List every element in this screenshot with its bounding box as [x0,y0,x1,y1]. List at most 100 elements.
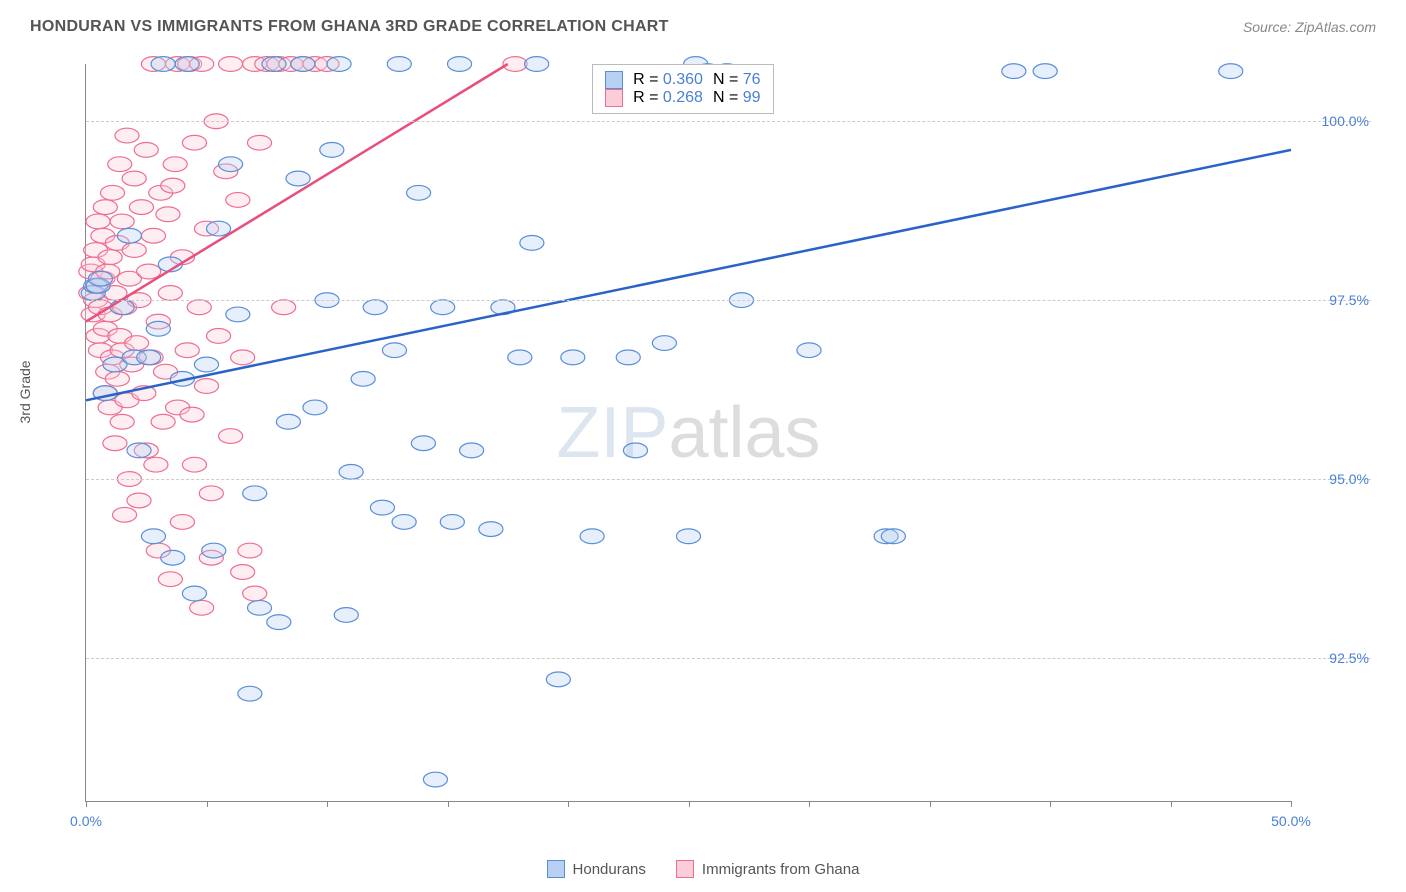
data-point [129,200,153,215]
legend-swatch [547,860,565,878]
data-point [182,135,206,150]
data-point [1219,64,1243,79]
stats-row: R = 0.360 N = 76 [605,71,760,89]
x-tick [1291,801,1292,807]
x-tick [448,801,449,807]
data-point [363,300,387,315]
data-point [243,486,267,501]
data-point [797,343,821,358]
x-tick [930,801,931,807]
x-tick-label: 50.0% [1271,813,1311,829]
data-point [194,379,218,394]
data-point [525,57,549,72]
data-point [320,142,344,157]
data-point [146,321,170,336]
y-tick-label: 92.5% [1329,650,1369,666]
x-tick [1171,801,1172,807]
x-tick [327,801,328,807]
data-point [88,271,112,286]
trend-line [86,150,1291,400]
n-label: N = 76 [713,71,761,89]
data-point [161,178,185,193]
data-point [93,200,117,215]
data-point [440,515,464,530]
data-point [623,443,647,458]
data-point [207,221,231,236]
data-point [231,350,255,365]
y-tick-label: 100.0% [1322,113,1369,129]
data-point [115,128,139,143]
data-point [423,772,447,787]
r-label: R = 0.360 [633,71,703,89]
data-point [103,436,127,451]
x-tick [568,801,569,807]
data-point [127,493,151,508]
data-point [127,443,151,458]
data-point [122,243,146,258]
data-point [370,500,394,515]
grid-line [86,658,1371,659]
legend-label: Immigrants from Ghana [702,861,860,878]
data-point [276,414,300,429]
grid-line [86,300,1371,301]
data-point [180,407,204,422]
legend-item: Immigrants from Ghana [676,860,860,878]
plot-area: ZIPatlas R = 0.360N = 76R = 0.268N = 99 … [85,64,1291,802]
legend-item: Hondurans [547,860,646,878]
data-point [144,457,168,472]
data-point [267,615,291,630]
data-point [226,307,250,322]
data-point [411,436,435,451]
data-point [652,336,676,351]
data-point [163,157,187,172]
data-point [151,57,175,72]
data-point [194,357,218,372]
data-point [243,586,267,601]
data-point [158,572,182,587]
data-point [272,300,296,315]
data-point [286,171,310,186]
data-point [110,214,134,229]
data-point [238,686,262,701]
data-point [182,586,206,601]
data-point [1033,64,1057,79]
data-point [219,429,243,444]
data-point [616,350,640,365]
y-axis-label: 3rd Grade [17,360,33,423]
data-point [580,529,604,544]
data-point [291,57,315,72]
x-tick [1050,801,1051,807]
data-point [141,529,165,544]
data-point [448,57,472,72]
data-point [676,529,700,544]
data-point [238,543,262,558]
data-point [520,236,544,251]
data-point [219,157,243,172]
data-point [387,57,411,72]
data-point [351,371,375,386]
data-point [392,515,416,530]
data-point [231,565,255,580]
data-point [881,529,905,544]
data-point [334,608,358,623]
data-point [479,522,503,537]
data-point [199,486,223,501]
data-point [158,286,182,301]
data-point [382,343,406,358]
x-tick-label: 0.0% [70,813,102,829]
data-point [190,600,214,615]
data-point [151,414,175,429]
x-tick [809,801,810,807]
data-point [137,350,161,365]
data-point [407,185,431,200]
data-point [122,171,146,186]
data-point [156,207,180,222]
data-point [105,371,129,386]
data-point [431,300,455,315]
data-point [98,250,122,265]
data-point [100,185,124,200]
data-point [170,515,194,530]
legend-swatch [605,89,623,107]
data-point [141,228,165,243]
legend-swatch [676,860,694,878]
